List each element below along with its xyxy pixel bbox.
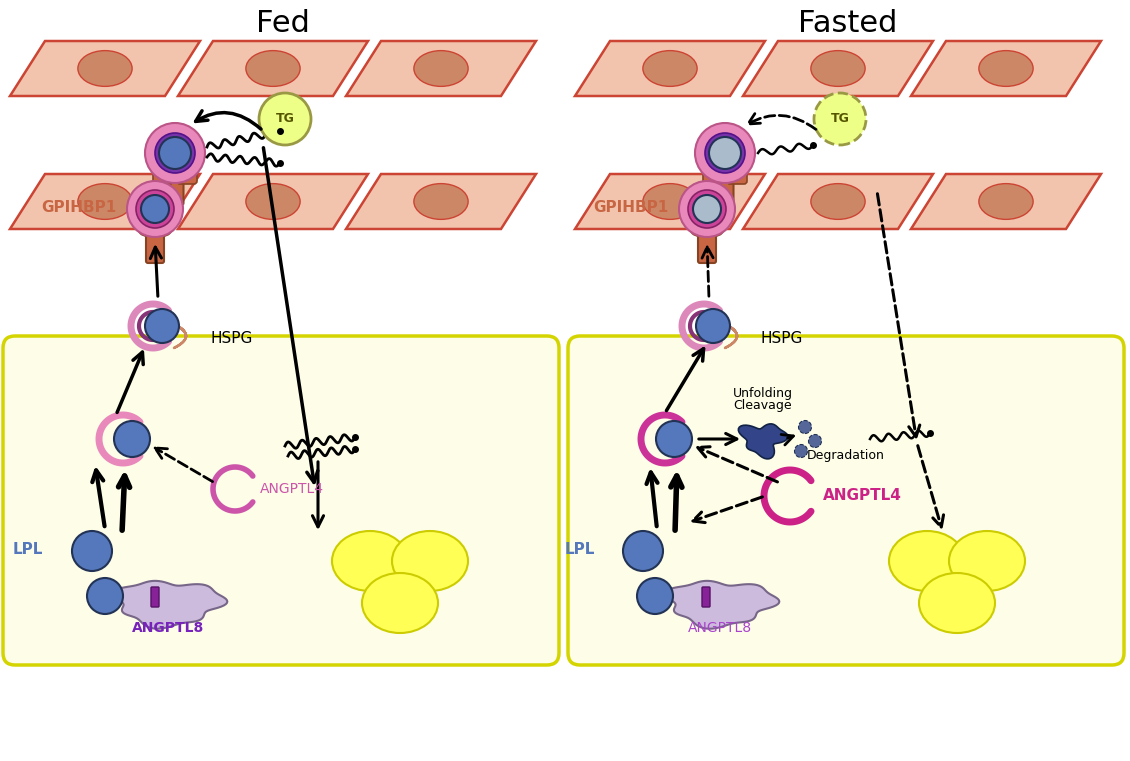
Polygon shape [179,41,368,96]
Text: GPIHBP1: GPIHBP1 [42,199,118,215]
Circle shape [637,578,673,614]
Circle shape [87,578,123,614]
Circle shape [72,531,112,571]
Ellipse shape [78,51,132,87]
Polygon shape [666,581,780,629]
Circle shape [141,195,170,223]
Ellipse shape [414,183,468,219]
Circle shape [688,190,725,228]
Polygon shape [10,41,200,96]
FancyBboxPatch shape [177,156,197,184]
Circle shape [706,218,724,236]
Ellipse shape [246,183,301,219]
Text: Degradation: Degradation [807,450,885,463]
FancyBboxPatch shape [703,156,723,184]
Polygon shape [179,174,368,229]
Ellipse shape [949,531,1025,591]
Circle shape [814,93,866,145]
FancyBboxPatch shape [568,336,1124,665]
Circle shape [693,195,721,223]
Circle shape [136,190,174,228]
Text: Fasted: Fasted [798,9,897,38]
Text: Unfolding: Unfolding [733,387,793,400]
Polygon shape [113,581,227,629]
Circle shape [689,218,707,236]
Circle shape [145,123,205,183]
Text: LPL: LPL [12,542,43,556]
Text: Fed: Fed [255,9,310,38]
Text: LPL: LPL [565,542,596,556]
Ellipse shape [362,573,438,633]
Text: ANGPTL4: ANGPTL4 [823,489,902,504]
Ellipse shape [811,183,866,219]
Circle shape [127,181,183,237]
Ellipse shape [246,51,301,87]
FancyBboxPatch shape [702,587,710,607]
Ellipse shape [643,51,697,87]
Circle shape [808,435,822,447]
Polygon shape [911,174,1101,229]
Ellipse shape [889,531,965,591]
Text: HSPG: HSPG [760,330,803,345]
Circle shape [155,218,173,236]
Ellipse shape [643,183,697,219]
Text: ANGPTL8: ANGPTL8 [688,621,753,635]
Circle shape [259,93,311,145]
Circle shape [679,181,734,237]
Polygon shape [346,174,536,229]
Polygon shape [10,174,200,229]
Text: ANGPTL8: ANGPTL8 [132,621,205,635]
Circle shape [145,309,179,343]
FancyBboxPatch shape [3,336,559,665]
FancyBboxPatch shape [146,227,164,263]
Polygon shape [346,41,536,96]
Circle shape [114,421,150,457]
Text: Cleavage: Cleavage [733,400,792,412]
Text: GPIHBP1: GPIHBP1 [593,199,669,215]
FancyBboxPatch shape [151,587,159,607]
Ellipse shape [811,51,866,87]
Circle shape [159,137,191,169]
Polygon shape [738,424,788,459]
FancyBboxPatch shape [166,173,183,205]
Circle shape [155,133,195,173]
Ellipse shape [392,531,468,591]
Circle shape [623,531,663,571]
FancyBboxPatch shape [698,227,716,263]
Ellipse shape [919,573,996,633]
Ellipse shape [78,183,132,219]
Circle shape [799,421,811,434]
Polygon shape [744,41,933,96]
Polygon shape [911,41,1101,96]
Circle shape [709,137,741,169]
Polygon shape [744,174,933,229]
FancyBboxPatch shape [727,156,747,184]
Circle shape [138,218,156,236]
Text: TG: TG [831,113,850,126]
Circle shape [695,123,755,183]
Circle shape [696,309,730,343]
Circle shape [705,133,745,173]
Ellipse shape [332,531,408,591]
Polygon shape [575,41,765,96]
Text: ANGPTL4: ANGPTL4 [260,482,324,496]
FancyBboxPatch shape [153,156,173,184]
Circle shape [657,421,692,457]
Ellipse shape [979,51,1033,87]
Text: HSPG: HSPG [210,330,252,345]
FancyBboxPatch shape [716,173,733,205]
Text: TG: TG [276,113,295,126]
Ellipse shape [414,51,468,87]
Circle shape [794,444,808,457]
Polygon shape [575,174,765,229]
Ellipse shape [979,183,1033,219]
